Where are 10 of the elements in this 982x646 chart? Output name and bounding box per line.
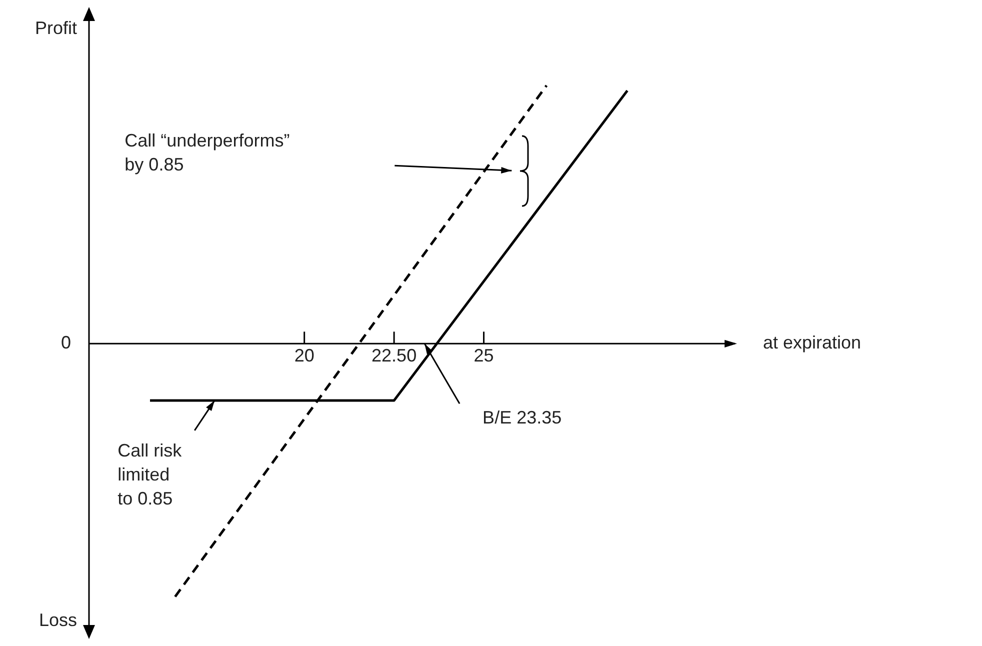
text: 0 — [60, 332, 71, 353]
annotation: Call “underperforms” by 0.85 — [124, 130, 290, 175]
text: Profit — [34, 18, 77, 38]
x-tick-label: 20 — [294, 345, 314, 366]
x-tick-label: 25 — [474, 345, 494, 366]
x-axis-title: at expiration — [763, 332, 862, 353]
text: Loss — [38, 610, 77, 630]
x-tick-label: 22.50 — [372, 345, 417, 366]
annotation: B/E 23.35 — [482, 408, 562, 428]
annotation: Call risk limited to 0.85 — [118, 440, 183, 508]
